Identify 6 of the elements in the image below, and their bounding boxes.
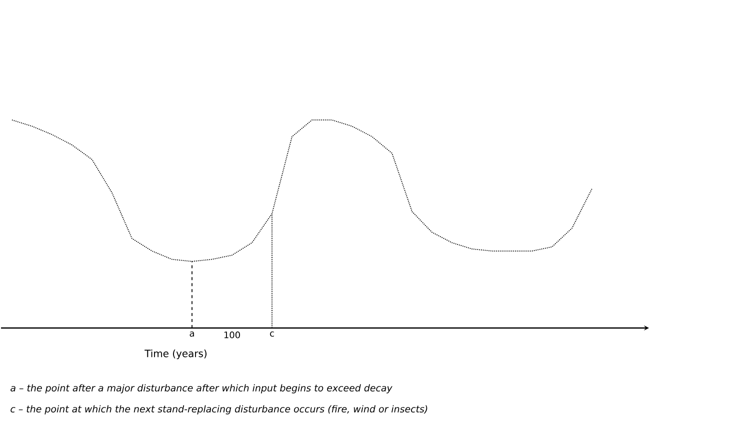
- x-tick-label: c: [270, 332, 274, 337]
- text: c – the point at which the next stand-replacing disturbance occurs (fire, wind or insects): [10, 405, 428, 414]
- x-axis-title: Time (years): [144, 349, 206, 360]
- text: a – the point after a major disturbance after which input begins to exceed decay: [10, 384, 392, 394]
- x-tick-label: 100: [224, 332, 240, 338]
- x-tick-label: a: [190, 332, 194, 337]
